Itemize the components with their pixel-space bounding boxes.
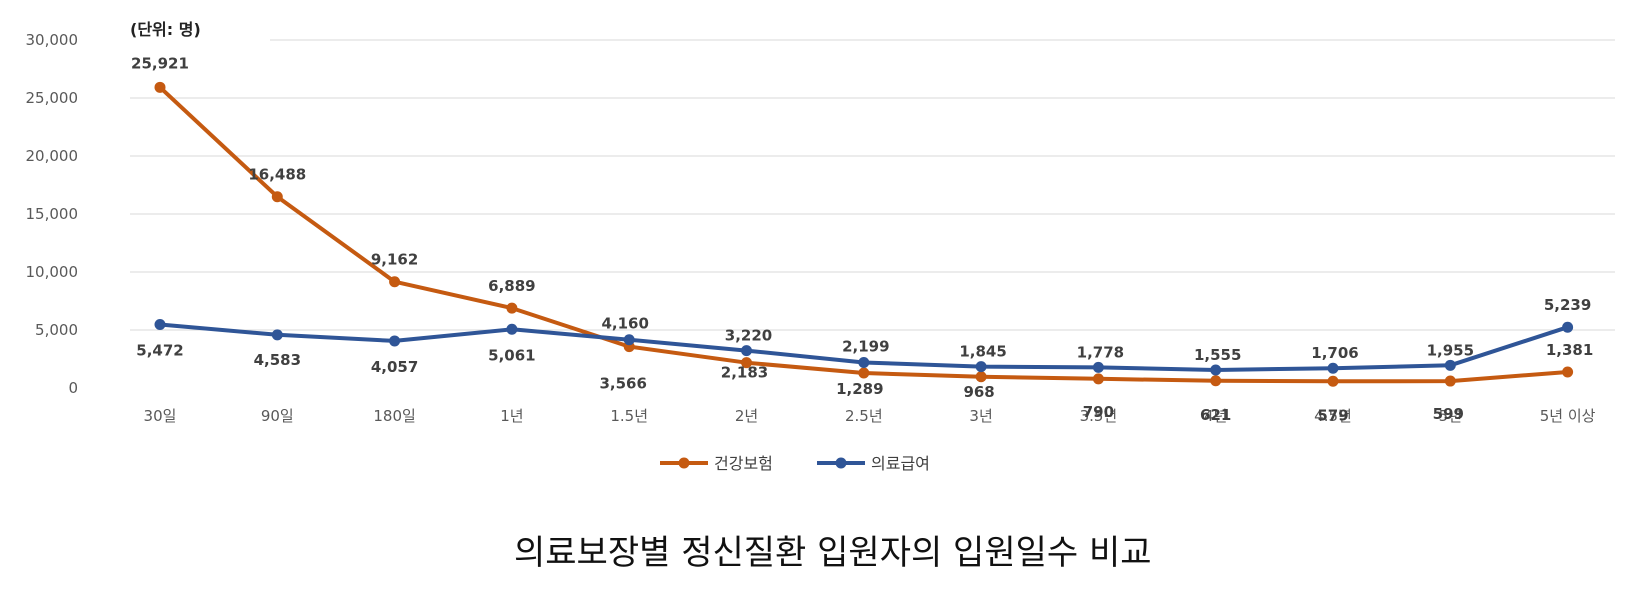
y-tick-label: 5,000 — [35, 321, 78, 339]
series-points — [154, 81, 1574, 387]
data-label: 5,061 — [488, 346, 535, 364]
data-label: 1,778 — [1077, 343, 1124, 361]
data-label: 1,845 — [959, 343, 1006, 361]
legend-swatch-marker — [835, 457, 847, 469]
data-label: 1,955 — [1427, 341, 1474, 359]
data-point — [389, 276, 401, 288]
data-label: 599 — [1433, 405, 1464, 423]
x-tick-label: 30일 — [144, 407, 177, 425]
data-point — [506, 302, 518, 314]
x-tick-label: 1년 — [500, 407, 523, 425]
x-tick-label: 3년 — [969, 407, 992, 425]
data-labels: 25,921 16,488 9,162 6,889 3,566 2,183 1,289 968… — [131, 54, 1593, 424]
data-label: 4,160 — [601, 315, 648, 333]
data-point — [1327, 375, 1339, 387]
data-point — [1444, 359, 1456, 371]
y-tick-label: 10,000 — [26, 263, 79, 281]
data-label: 1,381 — [1546, 341, 1593, 359]
data-label: 6,889 — [488, 277, 535, 295]
x-tick-label: 90일 — [261, 407, 294, 425]
x-tick-label: 2.5년 — [845, 407, 883, 425]
data-label: 2,183 — [721, 364, 768, 382]
data-label: 621 — [1200, 406, 1231, 424]
y-tick-label: 20,000 — [26, 147, 79, 165]
data-point — [741, 345, 752, 357]
data-label: 4,057 — [371, 358, 418, 376]
x-tick-label: 180일 — [373, 407, 415, 425]
data-point — [389, 335, 401, 347]
legend-swatch-marker — [678, 457, 690, 469]
x-tick-label: 3.5년 — [1080, 407, 1118, 425]
data-point — [975, 371, 987, 383]
data-point — [1562, 321, 1574, 333]
data-label: 1,555 — [1194, 346, 1241, 364]
data-label: 16,488 — [248, 166, 306, 184]
gridlines — [130, 39, 1615, 331]
data-label: 5,239 — [1544, 296, 1591, 314]
data-point — [1562, 366, 1574, 378]
data-point — [1210, 375, 1222, 387]
data-label: 1,706 — [1311, 344, 1358, 362]
x-axis: 30일 90일 180일 1년 1.5년 2년 2.5년 3년 3.5년 4년 4.5년 5년 5년 이… — [144, 407, 1596, 425]
data-point — [1444, 375, 1456, 387]
data-point — [1210, 364, 1222, 376]
data-point — [1092, 373, 1104, 385]
data-label: 3,566 — [599, 375, 646, 393]
x-tick-label: 5년 이상 — [1540, 407, 1596, 425]
data-point — [741, 357, 752, 369]
data-point — [1327, 362, 1339, 374]
data-label: 3,220 — [725, 327, 772, 345]
data-point — [154, 319, 166, 331]
y-tick-label: 15,000 — [26, 205, 79, 223]
legend-entry: 의료급여 — [871, 454, 930, 473]
legend: 건강보험 의료급여 — [660, 454, 930, 473]
legend-entry: 건강보험 — [714, 454, 773, 473]
data-label: 9,162 — [371, 251, 418, 269]
figure-caption: 의료보장별 정신질환 입원자의 입원일수 비교 — [514, 533, 1152, 573]
data-point — [506, 323, 518, 335]
data-point — [623, 334, 635, 346]
data-point — [271, 191, 283, 203]
y-tick-label: 0 — [68, 379, 78, 397]
x-tick-label: 4년 — [1204, 407, 1227, 425]
data-point — [858, 356, 870, 368]
data-point — [975, 361, 987, 373]
data-label: 2,199 — [842, 337, 889, 355]
data-point — [271, 329, 283, 341]
y-axis: 0 5,000 10,000 15,000 20,000 25,000 30,000 — [26, 31, 79, 397]
data-label: 968 — [963, 383, 994, 401]
data-label: 790 — [1083, 403, 1114, 421]
x-tick-label: 5년 — [1439, 407, 1462, 425]
data-label: 1,289 — [836, 380, 883, 398]
data-label: 579 — [1317, 406, 1348, 424]
x-tick-label: 1.5년 — [610, 407, 648, 425]
data-label: 25,921 — [131, 54, 189, 72]
data-label: 4,583 — [254, 351, 301, 369]
data-point — [858, 367, 870, 379]
x-tick-label: 2년 — [735, 407, 758, 425]
y-tick-label: 30,000 — [26, 31, 79, 49]
data-label: 5,472 — [136, 342, 183, 360]
data-point — [1092, 361, 1104, 373]
data-point — [154, 81, 166, 93]
x-tick-label: 4.5년 — [1314, 407, 1352, 425]
unit-label: (단위: 명) — [130, 20, 201, 39]
y-tick-label: 25,000 — [26, 89, 79, 107]
